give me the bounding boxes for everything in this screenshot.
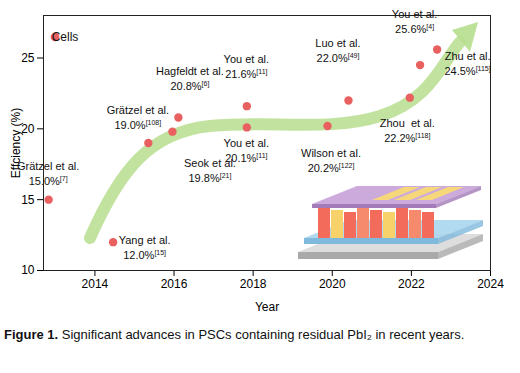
svg-text:2016: 2016: [161, 277, 188, 291]
svg-text:10: 10: [21, 263, 35, 277]
svg-text:Zhu et al.: Zhu et al.: [445, 50, 491, 62]
svg-text:21.6%[11]: 21.6%[11]: [225, 68, 267, 80]
svg-text:20.1%[11]: 20.1%[11]: [225, 152, 267, 164]
svg-text:19.0%[108]: 19.0%[108]: [114, 119, 161, 131]
svg-text:25: 25: [21, 51, 35, 65]
svg-text:25.6%[4]: 25.6%[4]: [395, 23, 434, 35]
svg-text:Grätzel et al.: Grätzel et al.: [17, 160, 79, 172]
svg-text:Hagfeldt et al.: Hagfeldt et al.: [156, 65, 224, 77]
svg-text:Cells: Cells: [52, 30, 79, 44]
svg-text:22.0%[49]: 22.0%[49]: [317, 52, 360, 64]
svg-text:20: 20: [21, 122, 35, 136]
svg-text:2022: 2022: [398, 277, 425, 291]
svg-text:20.8%[6]: 20.8%[6]: [170, 80, 209, 92]
svg-text:Zhou et al.: Zhou et al.: [380, 117, 435, 129]
svg-text:Seok et al.: Seok et al.: [184, 157, 236, 170]
svg-text:24.5%[115]: 24.5%[115]: [444, 65, 490, 77]
svg-text:20.2%[122]: 20.2%[122]: [308, 162, 355, 174]
svg-text:12.0%[15]: 12.0%[15]: [123, 249, 166, 261]
svg-text:Wilson et al.: Wilson et al.: [301, 147, 361, 159]
svg-text:2018: 2018: [240, 277, 267, 291]
svg-text:Year: Year: [255, 300, 279, 314]
svg-text:15.0%[7]: 15.0%[7]: [29, 175, 68, 187]
svg-text:2024: 2024: [477, 277, 504, 291]
svg-text:You et al.: You et al.: [224, 137, 269, 149]
svg-text:Grätzel et al.: Grätzel et al.: [107, 104, 169, 116]
svg-text:19.8%[21]: 19.8%[21]: [189, 172, 232, 184]
svg-text:Luo et al.: Luo et al.: [315, 37, 360, 49]
svg-text:You et al.: You et al.: [224, 53, 269, 65]
svg-text:2020: 2020: [319, 277, 346, 291]
html-text:Figure 1. Significant advances: Figure 1. Significant advances in PSCs c…: [4, 327, 465, 342]
svg-text:Effciency (%): Effciency (%): [9, 107, 23, 179]
svg-text:You et al.: You et al.: [392, 8, 437, 20]
svg-text:Yang et al.: Yang et al.: [119, 234, 171, 246]
svg-text:15: 15: [21, 193, 35, 207]
svg-text:2014: 2014: [82, 277, 109, 291]
svg-text:22.2%[118]: 22.2%[118]: [384, 132, 430, 144]
